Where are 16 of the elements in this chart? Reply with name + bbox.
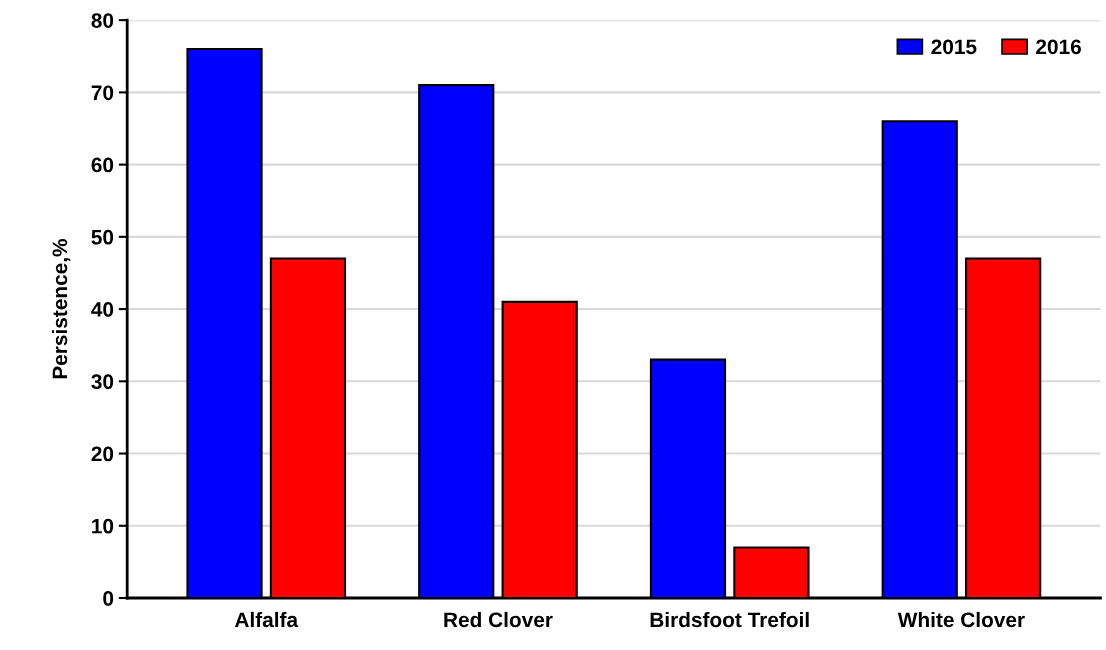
y-tick-label: 80 — [91, 13, 114, 28]
y-tick-label: 50 — [91, 229, 114, 245]
y-tick-label: 60 — [91, 157, 114, 173]
y-tick-label: 10 — [92, 518, 114, 534]
x-tick-label: Alfalfa — [234, 611, 299, 628]
x-tick-label: Birdsfoot Trefoil — [650, 611, 809, 628]
y-tick-label: 0 — [103, 591, 114, 606]
legend-label: 2016 — [1036, 39, 1081, 55]
y-tick-label: 20 — [91, 446, 114, 462]
y-tick-label: 40 — [91, 302, 114, 317]
legend-label: 2015 — [931, 39, 977, 55]
x-tick-label: White Clover — [897, 611, 1025, 628]
x-tick-label: Red Clover — [444, 611, 553, 628]
y-tick-label: 70 — [91, 85, 114, 101]
y-tick-label: 30 — [91, 374, 114, 390]
y-axis-title: Persistence,% — [51, 238, 71, 379]
